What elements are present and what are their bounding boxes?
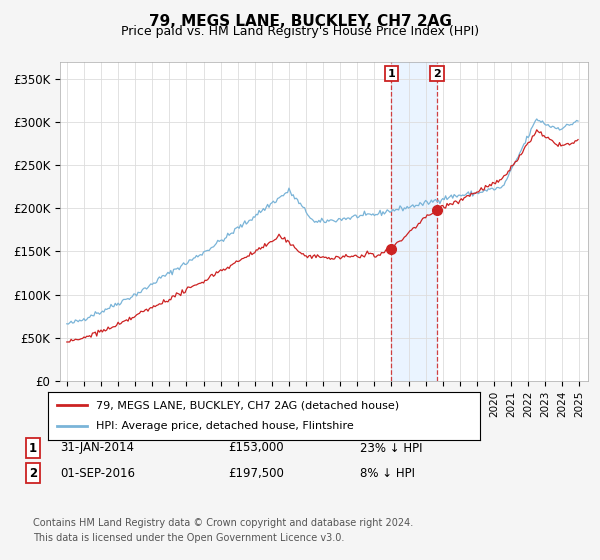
Text: HPI: Average price, detached house, Flintshire: HPI: Average price, detached house, Flin… <box>95 421 353 431</box>
Bar <box>391 62 437 381</box>
Text: 8% ↓ HPI: 8% ↓ HPI <box>360 466 415 480</box>
Text: 79, MEGS LANE, BUCKLEY, CH7 2AG (detached house): 79, MEGS LANE, BUCKLEY, CH7 2AG (detache… <box>95 400 398 410</box>
Text: 31-JAN-2014: 31-JAN-2014 <box>60 441 134 455</box>
Text: £153,000: £153,000 <box>228 441 284 455</box>
Text: 2: 2 <box>29 466 37 480</box>
Text: Price paid vs. HM Land Registry's House Price Index (HPI): Price paid vs. HM Land Registry's House … <box>121 25 479 38</box>
Text: Contains HM Land Registry data © Crown copyright and database right 2024.: Contains HM Land Registry data © Crown c… <box>33 517 413 528</box>
Text: 1: 1 <box>29 441 37 455</box>
Text: £197,500: £197,500 <box>228 466 284 480</box>
Text: 01-SEP-2016: 01-SEP-2016 <box>60 466 135 480</box>
Text: 1: 1 <box>388 69 395 78</box>
Text: 2: 2 <box>433 69 441 78</box>
Text: This data is licensed under the Open Government Licence v3.0.: This data is licensed under the Open Gov… <box>33 533 344 543</box>
Text: 23% ↓ HPI: 23% ↓ HPI <box>360 441 422 455</box>
Text: 79, MEGS LANE, BUCKLEY, CH7 2AG: 79, MEGS LANE, BUCKLEY, CH7 2AG <box>149 14 451 29</box>
